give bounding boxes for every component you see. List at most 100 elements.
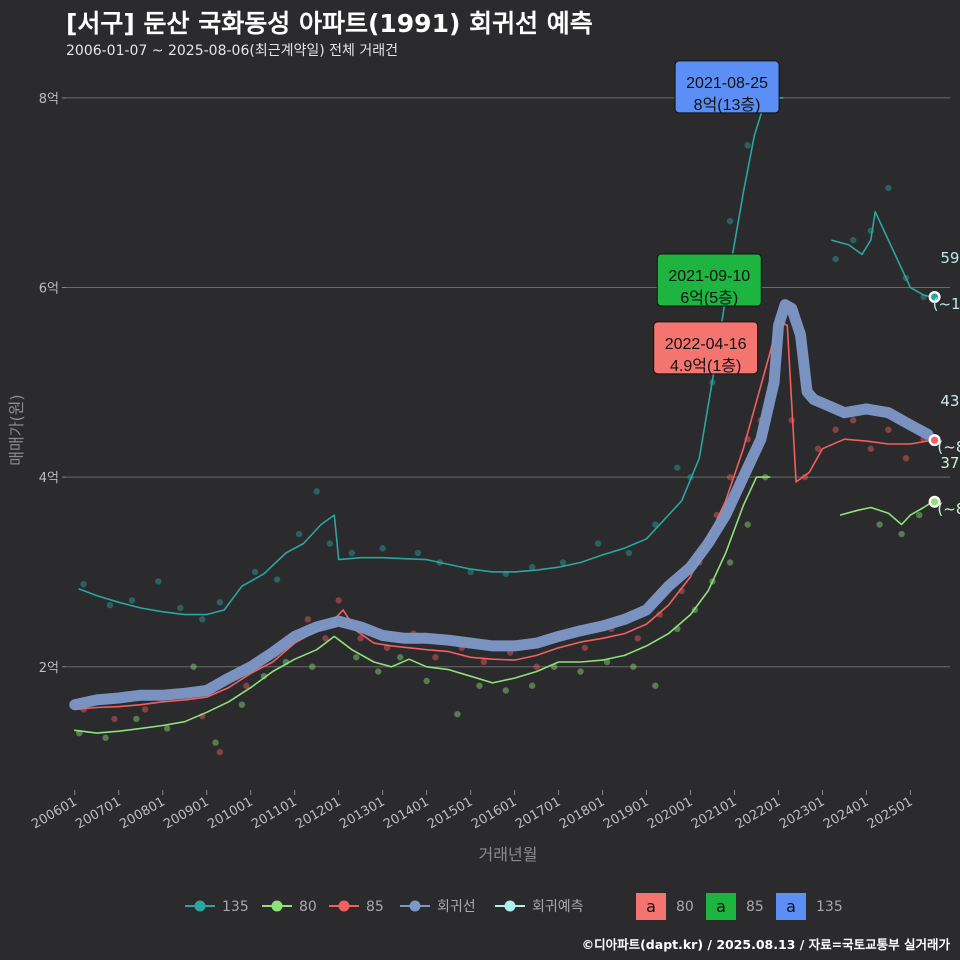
scatter-point-85 [801, 473, 809, 481]
x-tick-label: 202401 [821, 794, 871, 832]
y-tick-label: 8억 [39, 92, 59, 107]
scatter-point-85 [322, 635, 329, 642]
scatter-point-80 [898, 530, 905, 538]
scatter-point-80 [133, 715, 140, 723]
legend-label: 회귀선 [437, 899, 476, 915]
scatter-point-135 [467, 568, 474, 576]
forecast-area-label: (~80㎡) [937, 500, 960, 518]
scatter-points [75, 94, 927, 756]
annotation-price: 4.9억(1층) [670, 357, 741, 375]
x-tick-label: 201001 [205, 794, 255, 832]
forecast-area-label: (~85㎡) [937, 438, 960, 456]
x-axis-ticks: 2006012007012008012009012010012011012012… [29, 790, 915, 832]
x-tick-label: 202001 [645, 794, 695, 832]
scatter-point-135 [414, 549, 422, 557]
scatter-point-85 [902, 454, 910, 462]
series-line-80 [74, 476, 771, 734]
scatter-point-135 [199, 616, 206, 623]
scatter-point-135 [559, 559, 567, 566]
legend-box-135 [776, 893, 806, 920]
scatter-point-135 [674, 464, 681, 471]
scatter-point-80 [212, 739, 219, 746]
series-line-135 [78, 97, 784, 616]
scatter-point-85 [480, 658, 488, 666]
scatter-point-85 [357, 635, 364, 642]
scatter-point-135 [744, 142, 751, 149]
scatter-point-80 [238, 701, 246, 708]
scatter-point-85 [533, 663, 540, 670]
scatter-point-135 [80, 581, 87, 588]
legend-box-glyph: a [646, 897, 656, 916]
x-tick-label: 201201 [293, 794, 343, 832]
legend-label: 135 [222, 899, 249, 915]
scatter-point-85 [832, 426, 839, 433]
forecast-value-label: 59,000 [940, 249, 960, 267]
x-tick-label: 201601 [469, 794, 519, 832]
legend-dot-80 [271, 900, 283, 912]
scatter-point-135 [273, 576, 281, 583]
scatter-point-80 [375, 668, 382, 675]
x-tick-label: 202501 [865, 794, 915, 832]
annotation-date: 2021-09-10 [668, 268, 750, 285]
annotation-box-85 [656, 253, 762, 307]
x-tick-label: 202301 [777, 794, 827, 832]
scatter-point-85 [111, 715, 118, 723]
scatter-point-85 [634, 635, 641, 642]
forecast-marker-135 [931, 293, 939, 301]
scatter-point-80 [190, 663, 197, 670]
legend-label: 회귀예측 [532, 899, 584, 915]
scatter-point-135 [348, 549, 356, 557]
legend-dot-135 [194, 900, 206, 912]
series-line-recent-80 [839, 501, 933, 526]
price-annotations: 2021-08-25 8억(13층) 2021-09-10 6억(5층) 2022-04… [653, 60, 780, 375]
forecast-markers: 59,000 (~135㎡) 43,905 (~85㎡)37,362 (~80㎡) [928, 249, 960, 518]
x-axis-title: 거래년월 [479, 845, 538, 864]
scatter-point-135 [106, 601, 114, 609]
series-lines [69, 97, 934, 734]
x-tick-label: 201801 [557, 794, 607, 832]
y-tick-label: 2억 [39, 661, 59, 676]
scatter-point-85 [304, 616, 312, 623]
chart-subtitle: 2006-01-07 ~ 2025-08-06(최근계약일) 전체 거래건 [66, 43, 398, 59]
scatter-point-80 [528, 682, 536, 689]
legend-dot-85 [338, 900, 350, 912]
legend-box-85 [706, 893, 736, 920]
scatter-point-80 [397, 654, 404, 661]
scatter-point-135 [155, 578, 162, 585]
x-tick-label: 201301 [337, 794, 387, 832]
scatter-point-85 [581, 644, 589, 651]
legend-box-glyph: a [786, 897, 796, 916]
forecast-marker-85 [931, 436, 939, 444]
y-axis-title: 매매가(원) [7, 394, 26, 465]
x-tick-label: 201501 [425, 794, 475, 832]
y-axis-ticks: 2억 4억 6억 8억 [39, 92, 66, 676]
forecast-value-label: 43,905 [940, 392, 960, 410]
legend-box-label: 80 [676, 899, 694, 915]
legend-dot-회귀예측 [504, 900, 516, 912]
annotation-price: 8억(13층) [694, 96, 761, 114]
annotation-date: 2021-08-25 [686, 75, 768, 92]
gridlines [66, 97, 950, 668]
annotation-box-80 [653, 321, 759, 375]
scatter-point-85 [867, 445, 875, 452]
scatter-point-135 [326, 540, 334, 547]
scatter-point-80 [309, 663, 316, 670]
x-tick-label: 201901 [601, 794, 651, 832]
forecast-area-label: (~135㎡) [933, 295, 960, 313]
scatter-point-80 [630, 663, 637, 670]
legend-dot-회귀선 [409, 900, 421, 912]
scatter-point-80 [577, 668, 584, 675]
scatter-point-80 [652, 682, 659, 689]
scatter-point-80 [102, 734, 109, 742]
scatter-point-85 [850, 417, 857, 424]
scatter-point-80 [726, 559, 734, 566]
x-tick-label: 202101 [689, 794, 739, 832]
x-tick-label: 201101 [249, 794, 299, 832]
scatter-point-80 [454, 710, 461, 718]
scatter-point-85 [814, 445, 822, 452]
scatter-point-135 [251, 568, 259, 576]
scatter-point-135 [528, 564, 536, 571]
scatter-point-135 [295, 530, 303, 538]
forecast-value-label: 37,362 [940, 454, 960, 472]
scatter-point-80 [502, 687, 510, 694]
